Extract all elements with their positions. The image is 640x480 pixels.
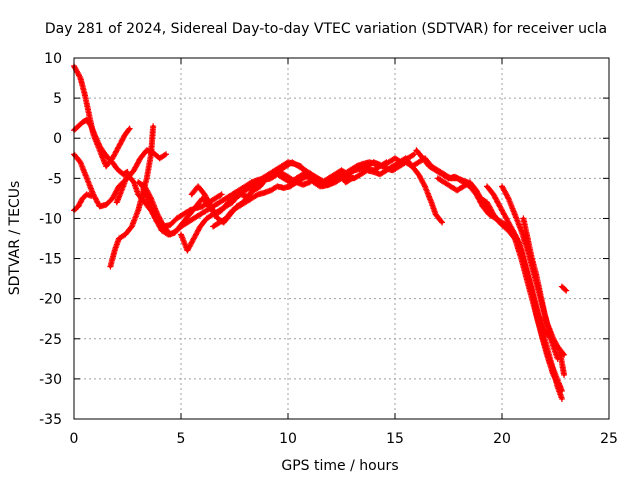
series-trace-14 xyxy=(484,183,568,358)
x-tick-label: 20 xyxy=(493,431,511,447)
y-tick-label: -25 xyxy=(39,332,62,348)
series-markers xyxy=(558,283,570,294)
data-series xyxy=(71,63,570,402)
x-tick-label: 15 xyxy=(386,431,404,447)
series-markers xyxy=(210,155,565,402)
x-axis-label: GPS time / hours xyxy=(281,458,398,474)
series-trace-12 xyxy=(413,147,565,394)
series-trace-17 xyxy=(558,283,570,294)
x-tick-label: 5 xyxy=(177,431,186,447)
y-tick-label: 0 xyxy=(53,131,62,147)
series-markers xyxy=(413,147,565,394)
y-tick-label: -15 xyxy=(39,252,62,268)
series-trace-11 xyxy=(210,155,565,402)
y-tick-label: -20 xyxy=(39,292,62,308)
y-tick-label: -30 xyxy=(39,372,62,388)
x-tick-label: 10 xyxy=(279,431,297,447)
axis-ticks: 0 5 10 15 20 25 -35 -30 -25 -20 -15 -10 -5 0 5 10 xyxy=(39,51,618,447)
series-trace-16 xyxy=(520,215,561,362)
x-tick-label: 0 xyxy=(70,431,79,447)
y-tick-label: 10 xyxy=(44,51,62,67)
series-trace-5 xyxy=(107,123,157,270)
plot-frame xyxy=(73,57,610,420)
y-tick-label: -10 xyxy=(39,211,62,227)
y-tick-label: -5 xyxy=(48,171,62,187)
y-tick-label: 5 xyxy=(53,91,62,107)
y-tick-label: -35 xyxy=(39,412,62,428)
x-tick-label: 25 xyxy=(600,431,618,447)
chart-title: Day 281 of 2024, Sidereal Day-to-day VTE… xyxy=(45,21,607,37)
y-axis-label: SDTVAR / TECUs xyxy=(7,181,23,296)
series-trace xyxy=(136,152,416,236)
series-markers xyxy=(520,215,561,362)
series-trace-4 xyxy=(71,191,95,214)
series-markers xyxy=(484,183,568,358)
